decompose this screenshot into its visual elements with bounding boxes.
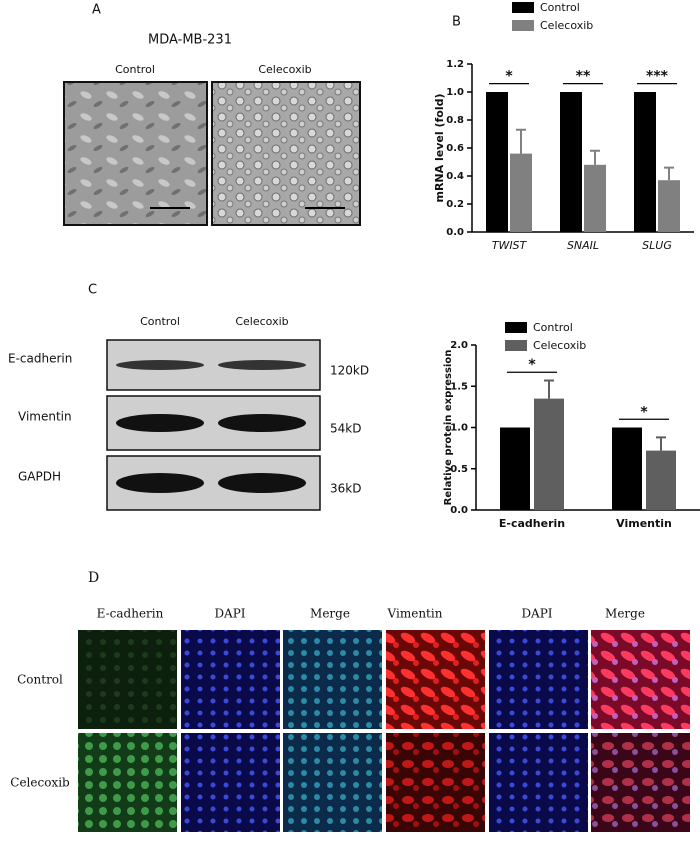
y-axis-label: Relative protein expression	[443, 350, 454, 506]
y-tick-label: 0.0	[450, 505, 468, 516]
legend-swatch	[505, 322, 527, 333]
row-label: Vimentin	[18, 410, 72, 424]
error-bar	[664, 166, 674, 181]
panel-label: A	[92, 3, 101, 18]
micrograph	[181, 733, 280, 832]
significance-label: **	[576, 69, 591, 85]
error-bar	[544, 379, 554, 399]
x-tick-label: SLUG	[642, 239, 672, 252]
y-tick-label: 1.5	[450, 381, 468, 392]
x-tick-label: TWIST	[492, 239, 528, 252]
column-label: Control	[140, 315, 180, 328]
y-tick-label: 0.4	[446, 171, 464, 182]
micrograph	[181, 630, 280, 729]
panel-label: C	[88, 283, 97, 298]
panel-label: D	[88, 570, 99, 586]
micrograph	[591, 630, 690, 729]
bar	[658, 180, 680, 232]
row-label: Celecoxib	[10, 776, 70, 790]
micrograph	[283, 630, 382, 729]
legend-label: Celecoxib	[540, 19, 593, 32]
legend-label: Control	[533, 321, 573, 334]
column-label: DAPI	[214, 607, 245, 621]
blot-band	[218, 360, 306, 370]
micrograph	[78, 630, 177, 729]
significance-label: ***	[646, 69, 669, 85]
column-label: Control	[115, 63, 155, 76]
bar	[584, 164, 606, 232]
bar	[634, 92, 656, 232]
blot-band	[116, 414, 204, 432]
bar	[646, 450, 676, 510]
micrograph	[63, 81, 208, 226]
y-tick-label: 0.6	[446, 143, 464, 154]
blot-band	[218, 473, 306, 493]
blot-band	[116, 360, 204, 370]
panel-title: MDA-MB-231	[148, 33, 232, 48]
significance-label: *	[528, 357, 536, 373]
column-label: E-cadherin	[97, 607, 164, 621]
significance-label: *	[640, 404, 648, 420]
bar	[560, 92, 582, 232]
y-axis-label: mRNA level (fold)	[433, 94, 446, 203]
y-tick-label: 2.0	[450, 340, 468, 351]
micrograph	[283, 733, 382, 832]
size-label: 120kD	[330, 364, 369, 378]
y-tick-label: 0.0	[446, 227, 464, 238]
panel-label: B	[452, 15, 461, 30]
legend-label: Control	[540, 1, 580, 14]
bar	[534, 398, 564, 510]
legend-swatch	[512, 20, 534, 31]
legend-label: Celecoxib	[533, 339, 586, 352]
y-tick-label: 0.8	[446, 115, 464, 126]
y-tick-label: 1.2	[446, 59, 464, 70]
micrograph	[386, 630, 485, 729]
x-tick-label: E-cadherin	[499, 517, 565, 530]
y-tick-label: 1.0	[450, 423, 468, 434]
micrograph	[211, 81, 361, 226]
bar	[612, 427, 642, 510]
row-label: GAPDH	[18, 470, 61, 484]
micrograph	[386, 733, 485, 832]
micrograph	[489, 630, 588, 729]
column-label: Merge	[605, 607, 645, 621]
error-bar	[590, 149, 600, 165]
western-blot: E-cadherin 120kD Vimentin 54kD GAPDH 36kD	[8, 339, 369, 511]
y-tick-label: 0.2	[446, 199, 464, 210]
size-label: 54kD	[330, 422, 361, 436]
column-label: Celecoxib	[235, 315, 288, 328]
row-label: Control	[17, 673, 63, 687]
row-label: E-cadherin	[8, 352, 72, 366]
bar	[500, 427, 530, 510]
error-bar	[656, 436, 666, 451]
x-tick-label: Vimentin	[616, 517, 672, 530]
bar	[486, 92, 508, 232]
column-label: Vimentin	[387, 607, 443, 621]
blot-band	[116, 473, 204, 493]
error-bar	[516, 128, 526, 154]
column-label: DAPI	[521, 607, 552, 621]
significance-label: *	[505, 69, 513, 85]
blot-band	[218, 414, 306, 432]
y-tick-label: 1.0	[446, 87, 464, 98]
column-label: Merge	[310, 607, 350, 621]
legend-swatch	[512, 2, 534, 13]
x-tick-label: SNAIL	[567, 239, 599, 252]
bar	[510, 153, 532, 232]
y-tick-label: 0.5	[450, 464, 468, 475]
immunofluorescence: E-cadherin DAPI Merge Vimentin DAPI Merge Cont…	[10, 607, 690, 832]
legend-swatch	[505, 340, 527, 351]
column-label: Celecoxib	[258, 63, 311, 76]
size-label: 36kD	[330, 482, 361, 496]
micrograph	[78, 733, 177, 832]
micrograph	[489, 733, 588, 832]
micrograph	[591, 733, 690, 832]
